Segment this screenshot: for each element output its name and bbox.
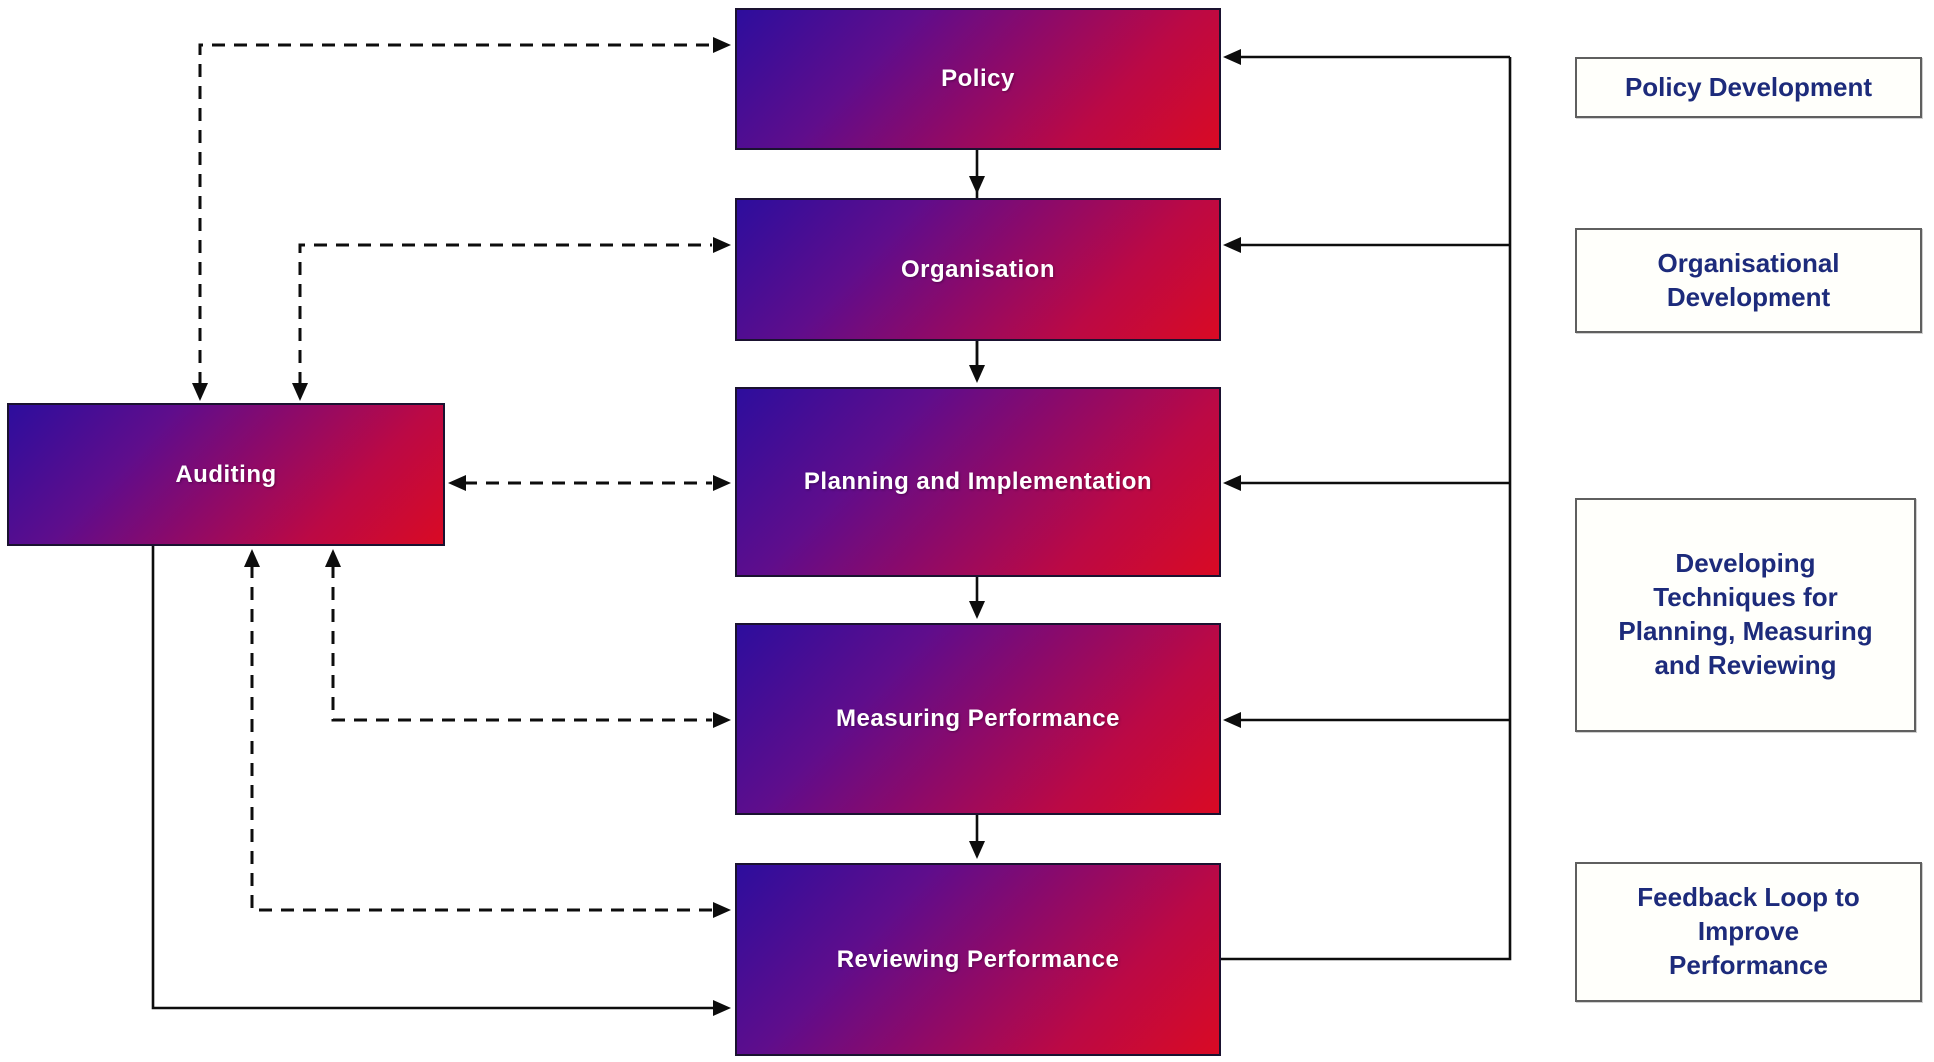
node-reviewing-performance: Reviewing Performance xyxy=(735,863,1221,1056)
arrow-measuring-to-reviewing xyxy=(969,815,985,859)
dashed-link-auditing-planning xyxy=(448,475,731,491)
feedback-loop-trunk xyxy=(1221,57,1512,961)
node-measuring-label: Measuring Performance xyxy=(836,705,1120,732)
feedback-arrow-to-organisation xyxy=(1223,237,1510,253)
node-reviewing-label: Reviewing Performance xyxy=(836,945,1120,973)
annotation-organisational-development-label: Organisational Development xyxy=(1657,247,1840,312)
annotation-developing-techniques-label: Developing Techniques for Planning, Meas… xyxy=(1618,548,1873,680)
dashed-link-auditing-policy xyxy=(192,37,731,401)
node-organisation-label: Organisation xyxy=(900,255,1056,283)
annotation-organisational-development: Organisational Development xyxy=(1575,228,1922,333)
node-policy-label: Policy xyxy=(941,65,1015,92)
annotation-developing-techniques: Developing Techniques for Planning, Meas… xyxy=(1575,498,1916,732)
annotation-feedback-loop: Feedback Loop to Improve Performance xyxy=(1575,862,1922,1002)
annotation-policy-development: Policy Development xyxy=(1575,57,1922,118)
node-planning-label: Planning and Implementation xyxy=(803,468,1153,495)
node-auditing-label: Auditing xyxy=(175,460,277,488)
arrow-organisation-to-planning xyxy=(969,341,985,383)
feedback-arrow-to-planning xyxy=(1223,475,1510,491)
annotation-policy-development-label: Policy Development xyxy=(1624,71,1873,102)
feedback-arrow-to-measuring xyxy=(1223,712,1510,728)
node-organisation: Organisation xyxy=(735,198,1221,341)
dashed-link-auditing-reviewing xyxy=(244,549,731,918)
dashed-link-auditing-organisation xyxy=(292,237,731,401)
arrow-auditing-to-reviewing-solid xyxy=(151,546,731,1016)
feedback-arrow-to-policy xyxy=(1223,49,1510,65)
node-planning-and-implementation: Planning and Implementation xyxy=(735,387,1221,577)
node-measuring-performance: Measuring Performance xyxy=(735,623,1221,815)
node-auditing: Auditing xyxy=(7,403,445,546)
node-policy: Policy xyxy=(735,8,1221,150)
annotation-feedback-loop-label: Feedback Loop to Improve Performance xyxy=(1637,882,1860,980)
arrow-planning-to-measuring xyxy=(969,577,985,619)
dashed-link-auditing-measuring xyxy=(325,549,731,728)
